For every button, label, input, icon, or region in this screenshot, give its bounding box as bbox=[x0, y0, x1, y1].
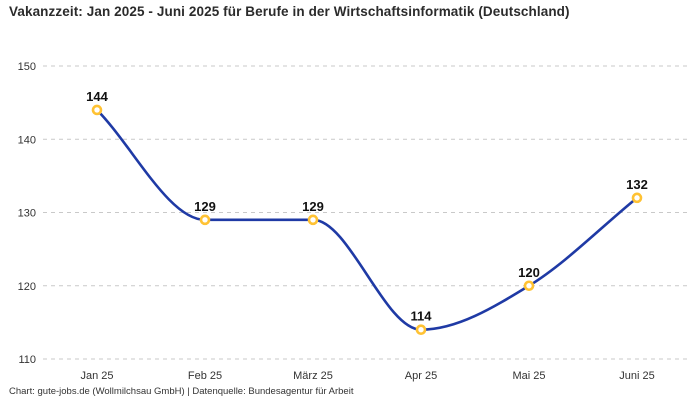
data-point-label: 114 bbox=[411, 309, 433, 324]
x-tick-label: Mai 25 bbox=[512, 370, 545, 382]
data-point-label: 144 bbox=[86, 89, 108, 104]
data-point-label: 120 bbox=[518, 265, 540, 280]
y-tick-label: 130 bbox=[18, 208, 36, 220]
x-tick-label: Juni 25 bbox=[619, 370, 654, 382]
data-point-marker bbox=[523, 280, 535, 292]
data-point-marker bbox=[91, 104, 103, 116]
data-point-marker bbox=[307, 214, 319, 226]
y-tick-label: 110 bbox=[18, 354, 36, 366]
data-point-marker bbox=[631, 192, 643, 204]
x-tick-label: Jan 25 bbox=[80, 370, 113, 382]
chart-title: Vakanzzeit: Jan 2025 - Juni 2025 für Ber… bbox=[9, 4, 570, 19]
y-tick-label: 140 bbox=[18, 134, 36, 146]
attribution-footer: Chart: gute-jobs.de (Wollmilchsau GmbH) … bbox=[9, 386, 354, 397]
x-tick-label: Apr 25 bbox=[405, 370, 437, 382]
series-line bbox=[95, 108, 639, 332]
data-point-marker bbox=[199, 214, 211, 226]
y-tick-label: 120 bbox=[18, 281, 36, 293]
x-tick-label: März 25 bbox=[293, 370, 333, 382]
data-point-label: 129 bbox=[302, 199, 324, 214]
data-point-label: 132 bbox=[626, 177, 648, 192]
x-tick-label: Feb 25 bbox=[188, 370, 222, 382]
data-point-marker bbox=[415, 324, 427, 336]
data-point-label: 129 bbox=[194, 199, 216, 214]
y-tick-label: 150 bbox=[18, 61, 36, 73]
